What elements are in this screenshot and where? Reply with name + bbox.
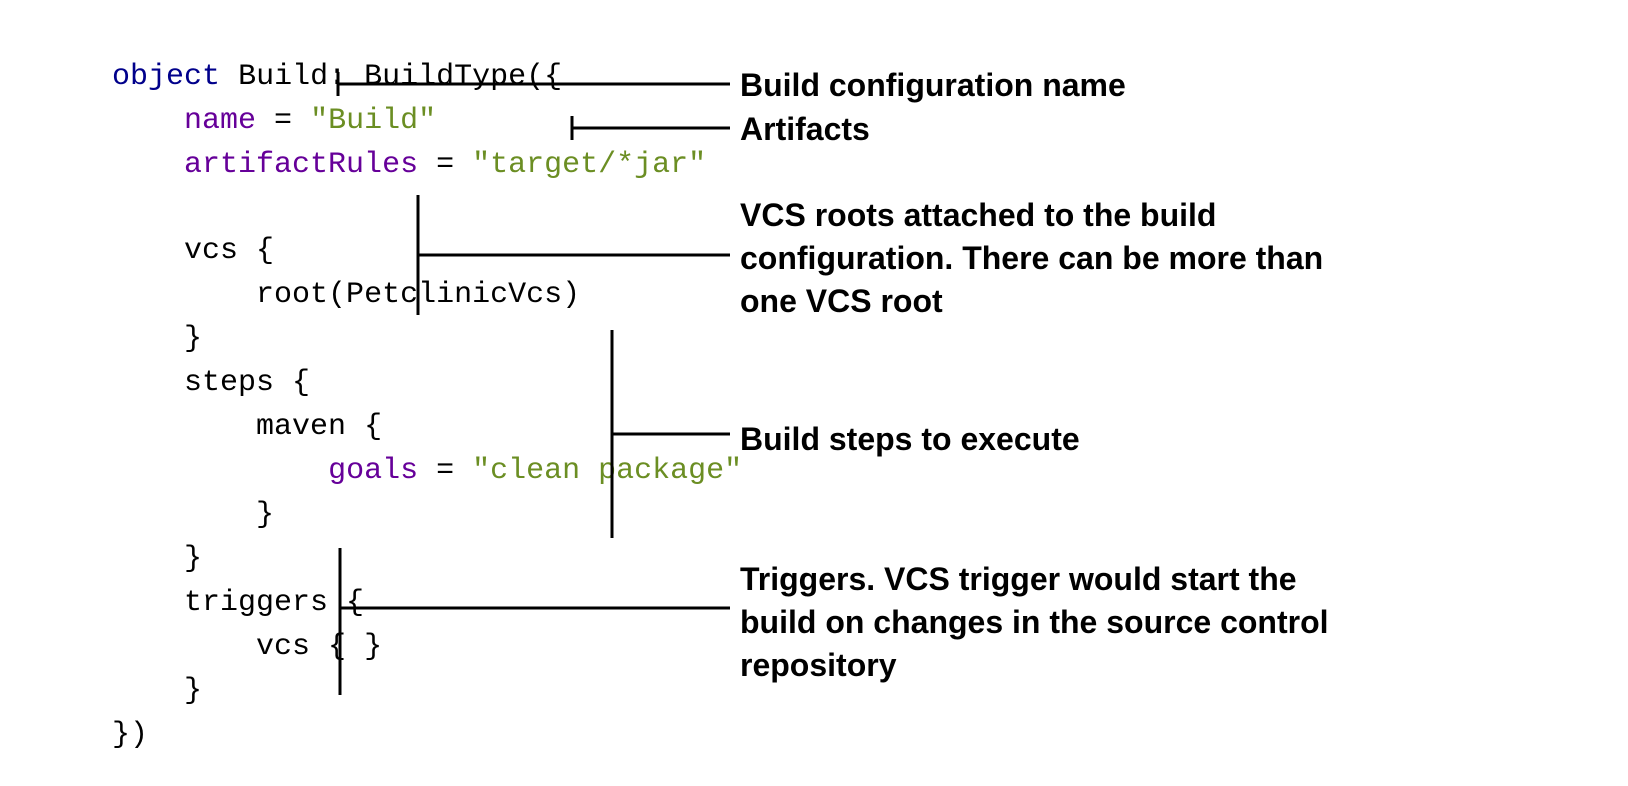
token-prop-artifact: artifactRules	[184, 148, 418, 182]
token-str-target: "target/*jar"	[472, 148, 706, 182]
annotation-triggers: Triggers. VCS trigger would start the bu…	[740, 558, 1340, 688]
annotation-vcs-roots: VCS roots attached to the build configur…	[740, 194, 1340, 324]
connector-triggers	[340, 548, 730, 695]
token-eq: =	[418, 454, 472, 488]
annotation-artifacts: Artifacts	[740, 108, 870, 151]
annotation-build-steps: Build steps to execute	[740, 418, 1080, 461]
annotation-build-config-name: Build configuration name	[740, 64, 1126, 107]
token-indent	[112, 148, 184, 182]
token-close: }	[184, 674, 202, 708]
token-close: }	[256, 498, 274, 532]
diagram-root: object Build: BuildType({ name = "Build"…	[0, 0, 1628, 786]
token-eq: =	[418, 148, 472, 182]
token-prop-goals: goals	[328, 454, 418, 488]
token-str-clean: "clean package"	[472, 454, 742, 488]
token-final-close: })	[112, 718, 148, 752]
token-vcs-empty: vcs { }	[256, 630, 382, 664]
code-line-16: })	[40, 684, 148, 786]
token-root-call: root(PetclinicVcs)	[256, 278, 580, 312]
